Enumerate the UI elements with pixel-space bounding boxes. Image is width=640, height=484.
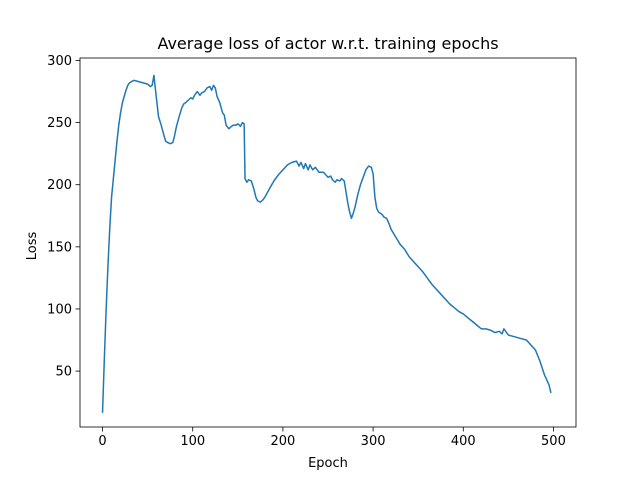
y-tick-label: 150 [47,240,72,255]
x-tick-label: 200 [270,434,295,449]
x-tick-label: 400 [451,434,476,449]
y-tick-label: 300 [47,54,72,69]
x-tick-label: 0 [98,434,106,449]
y-axis-label: Loss [25,232,40,261]
axes-frame [79,57,577,428]
y-tick-label: 50 [55,365,72,380]
chart-title: Average loss of actor w.r.t. training ep… [157,34,498,53]
x-tick-label: 300 [361,434,386,449]
x-axis-label: Epoch [308,456,348,471]
x-tick-label: 500 [541,434,566,449]
y-tick-label: 250 [47,116,72,131]
plot-area: 0 100 200 300 400 500 50 100 150 200 250 300 [47,54,577,449]
series-line-0 [101,74,552,413]
y-tick-label: 200 [47,178,72,193]
y-tick-label: 100 [47,302,72,317]
x-tick-label: 100 [180,434,205,449]
